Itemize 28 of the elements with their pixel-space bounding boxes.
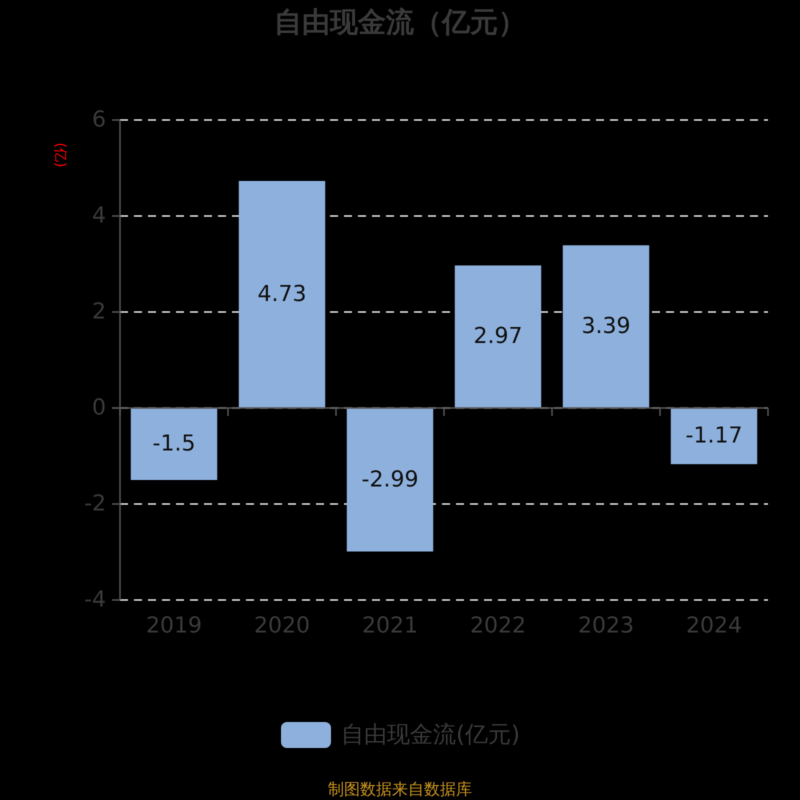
data-label: 3.39: [582, 314, 630, 340]
x-tick-label: 2019: [146, 614, 202, 638]
data-label: 2.97: [474, 324, 522, 350]
chart-title: 自由现金流（亿元）: [274, 6, 526, 38]
x-tick-label: 2024: [686, 614, 742, 638]
x-tick-label: 2023: [578, 614, 634, 638]
x-tick-label: 2021: [362, 614, 418, 638]
y-tick-label: 4: [92, 204, 106, 228]
x-tick-label: 2022: [470, 614, 526, 638]
bar: [238, 180, 326, 408]
data-label: -1.5: [152, 432, 196, 456]
y-tick-label: -4: [84, 588, 106, 612]
y-tick-label: 6: [92, 108, 106, 132]
bar: [454, 265, 542, 408]
data-label: -2.99: [362, 467, 418, 492]
text: 制图数据来自数据库: [328, 780, 472, 798]
data-label: -1.17: [686, 424, 742, 449]
y-axis-title: (亿): [52, 142, 68, 168]
data-label: 4.73: [258, 282, 306, 307]
bar: [562, 245, 650, 408]
bar: [346, 408, 434, 552]
bar: [130, 408, 218, 480]
x-tick-label: 2020: [254, 614, 310, 638]
y-tick-label: 2: [92, 300, 106, 324]
y-tick-label: -2: [84, 492, 106, 516]
legend-label: 自由现金流(亿元): [341, 722, 520, 748]
bar: [670, 408, 758, 464]
y-tick-label: 0: [92, 396, 106, 420]
